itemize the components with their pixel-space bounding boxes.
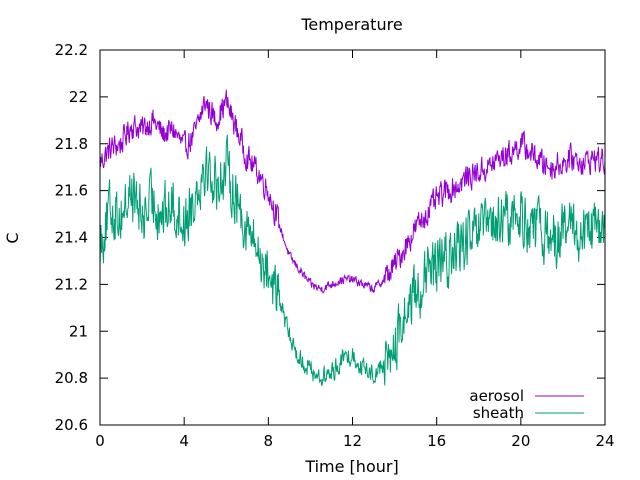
y-tick-label: 21.8 <box>55 135 88 153</box>
series-layer <box>99 89 606 386</box>
y-tick-label: 20.8 <box>55 369 88 387</box>
y-tick-label: 22 <box>69 88 88 106</box>
y-tick-label: 21.2 <box>55 275 88 293</box>
legend-label-aerosol: aerosol <box>469 387 524 405</box>
y-tick-label: 21.4 <box>55 229 88 247</box>
x-tick-labels: 0 4 8 12 16 20 24 <box>95 432 614 450</box>
legend-label-sheath: sheath <box>473 404 524 422</box>
chart-title: Temperature <box>300 15 402 34</box>
y-tick-label: 20.6 <box>55 416 88 434</box>
x-axis-label: Time [hour] <box>304 457 398 476</box>
x-tick-label: 12 <box>343 432 362 450</box>
x-tick-label: 20 <box>511 432 530 450</box>
y-tick-label: 21.6 <box>55 182 88 200</box>
y-tick-label: 22.2 <box>55 41 88 59</box>
x-tick-label: 0 <box>95 432 105 450</box>
y-axis-label: C <box>3 232 22 243</box>
x-tick-label: 16 <box>427 432 446 450</box>
y-tick-label: 21 <box>69 322 88 340</box>
series-line-aerosol <box>99 89 606 294</box>
plot-frame <box>99 49 606 426</box>
y-tick-labels: 20.6 20.8 21 21.2 21.4 21.6 21.8 22 22.2 <box>55 41 88 434</box>
x-tick-label: 4 <box>179 432 189 450</box>
x-tick-label: 8 <box>264 432 274 450</box>
series-line-sheath <box>99 134 606 386</box>
x-tick-label: 24 <box>595 432 614 450</box>
